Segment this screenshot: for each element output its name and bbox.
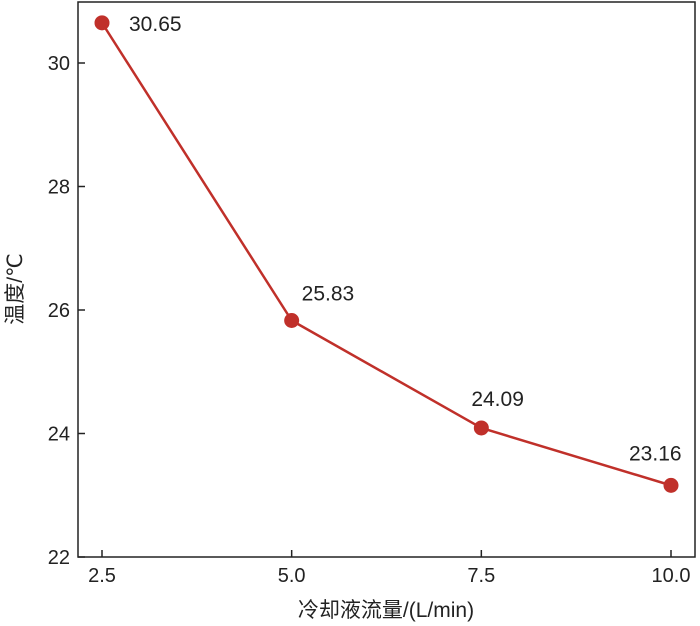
y-tick-label: 28 — [48, 177, 70, 199]
data-label: 24.09 — [471, 388, 524, 411]
x-tick-label: 2.5 — [88, 565, 116, 587]
data-point — [94, 15, 110, 31]
y-tick-label: 24 — [48, 424, 70, 446]
data-point — [473, 420, 489, 436]
y-axis: 22 24 26 28 30 — [48, 53, 85, 569]
data-point — [663, 477, 679, 493]
x-tick-label: 7.5 — [467, 565, 495, 587]
data-label: 25.83 — [302, 282, 355, 305]
y-tick-label: 30 — [48, 53, 70, 75]
data-label: 23.16 — [629, 442, 682, 465]
series-line — [100, 22, 672, 487]
series-layer: 30.65 25.83 24.09 23.16 — [94, 13, 682, 493]
x-tick-label: 10.0 — [652, 565, 691, 587]
data-label: 30.65 — [129, 13, 182, 36]
y-tick-label: 26 — [48, 300, 70, 322]
y-axis-title: 温度/℃ — [4, 253, 27, 324]
data-point — [284, 312, 300, 328]
x-axis-title: 冷却液流量/(L/min) — [298, 599, 474, 622]
x-axis: 2.5 5.0 7.5 10.0 — [88, 550, 690, 587]
y-tick-label: 22 — [48, 547, 70, 569]
x-tick-label: 5.0 — [278, 565, 306, 587]
plot-frame — [77, 1, 696, 558]
